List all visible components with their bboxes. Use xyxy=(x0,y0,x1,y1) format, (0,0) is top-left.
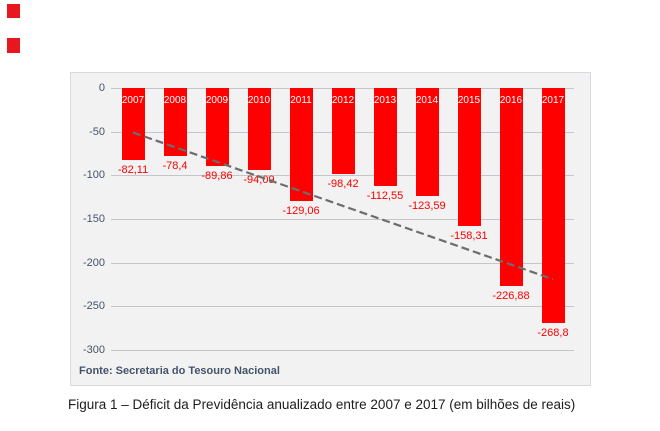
bar-value-label: -158,31 xyxy=(450,230,488,242)
chart-panel: 0 -50 -100 -150 -200 -250 -300 2007 -82,11 2008 -7… xyxy=(70,72,591,386)
bar-value-label: -123,59 xyxy=(408,200,446,212)
bar-year-label: 2011 xyxy=(290,95,312,106)
y-axis-tick-label: -100 xyxy=(82,169,105,181)
y-axis-tick-label: -200 xyxy=(82,257,105,269)
red-square-marker-top xyxy=(7,4,20,18)
bar-year-label: 2008 xyxy=(163,95,187,106)
figure-caption: Figura 1 – Déficit da Previdência anuali… xyxy=(68,397,576,412)
bar-year-label: 2007 xyxy=(121,95,145,106)
bar-2014: 2014 -123,59 xyxy=(408,88,446,212)
y-axis-tick-label: -150 xyxy=(82,213,105,225)
bar-value-label: -226,88 xyxy=(492,290,530,302)
bar-year-label: 2010 xyxy=(247,95,271,106)
bar-value-label: -89,86 xyxy=(201,170,233,182)
bar-year-label: 2015 xyxy=(457,95,481,106)
bar-year-label: 2017 xyxy=(541,95,565,106)
bar-year-label: 2013 xyxy=(373,95,397,106)
source-note: Fonte: Secretaria do Tesouro Nacional xyxy=(79,365,280,377)
bar-2009: 2009 -89,86 xyxy=(201,88,233,182)
bar-2011: 2011 -129,06 xyxy=(282,88,320,217)
bar-value-label: -98,42 xyxy=(327,178,359,190)
bar-value-label: -268,8 xyxy=(537,327,569,339)
gridline xyxy=(111,306,574,307)
bar-2010: 2010 -94,09 xyxy=(243,88,275,186)
bar-value-label: -78,4 xyxy=(162,160,188,172)
bar-year-label: 2012 xyxy=(331,95,355,106)
y-axis-tick-label: -50 xyxy=(89,126,105,138)
y-axis-tick-label: -250 xyxy=(82,300,105,312)
bar-2015: 2015 -158,31 xyxy=(450,88,488,242)
bar-2013: 2013 -112,55 xyxy=(367,88,403,202)
y-axis-tick-label: -300 xyxy=(82,344,105,356)
bar-2008: 2008 -78,4 xyxy=(162,88,188,172)
bar-2016: 2016 -226,88 xyxy=(492,88,530,302)
bar-year-label: 2014 xyxy=(415,95,439,106)
gridline xyxy=(111,350,574,351)
bar-year-label: 2009 xyxy=(205,95,229,106)
bar-value-label: -94,09 xyxy=(243,174,275,186)
bar-year-label: 2016 xyxy=(499,95,523,106)
bar-2017: 2017 -268,8 xyxy=(537,88,569,339)
bar-value-label: -82,11 xyxy=(117,164,149,176)
bar-value-label: -129,06 xyxy=(282,205,320,217)
bar-2007: 2007 -82,11 xyxy=(118,88,148,176)
y-axis-tick-label: 0 xyxy=(98,82,105,94)
bar-value-label: -112,55 xyxy=(366,190,404,202)
bar-2012: 2012 -98,42 xyxy=(327,88,359,190)
red-square-marker-bottom xyxy=(7,38,20,53)
plot-area: 0 -50 -100 -150 -200 -250 -300 2007 -82,11 2008 -7… xyxy=(83,82,574,356)
